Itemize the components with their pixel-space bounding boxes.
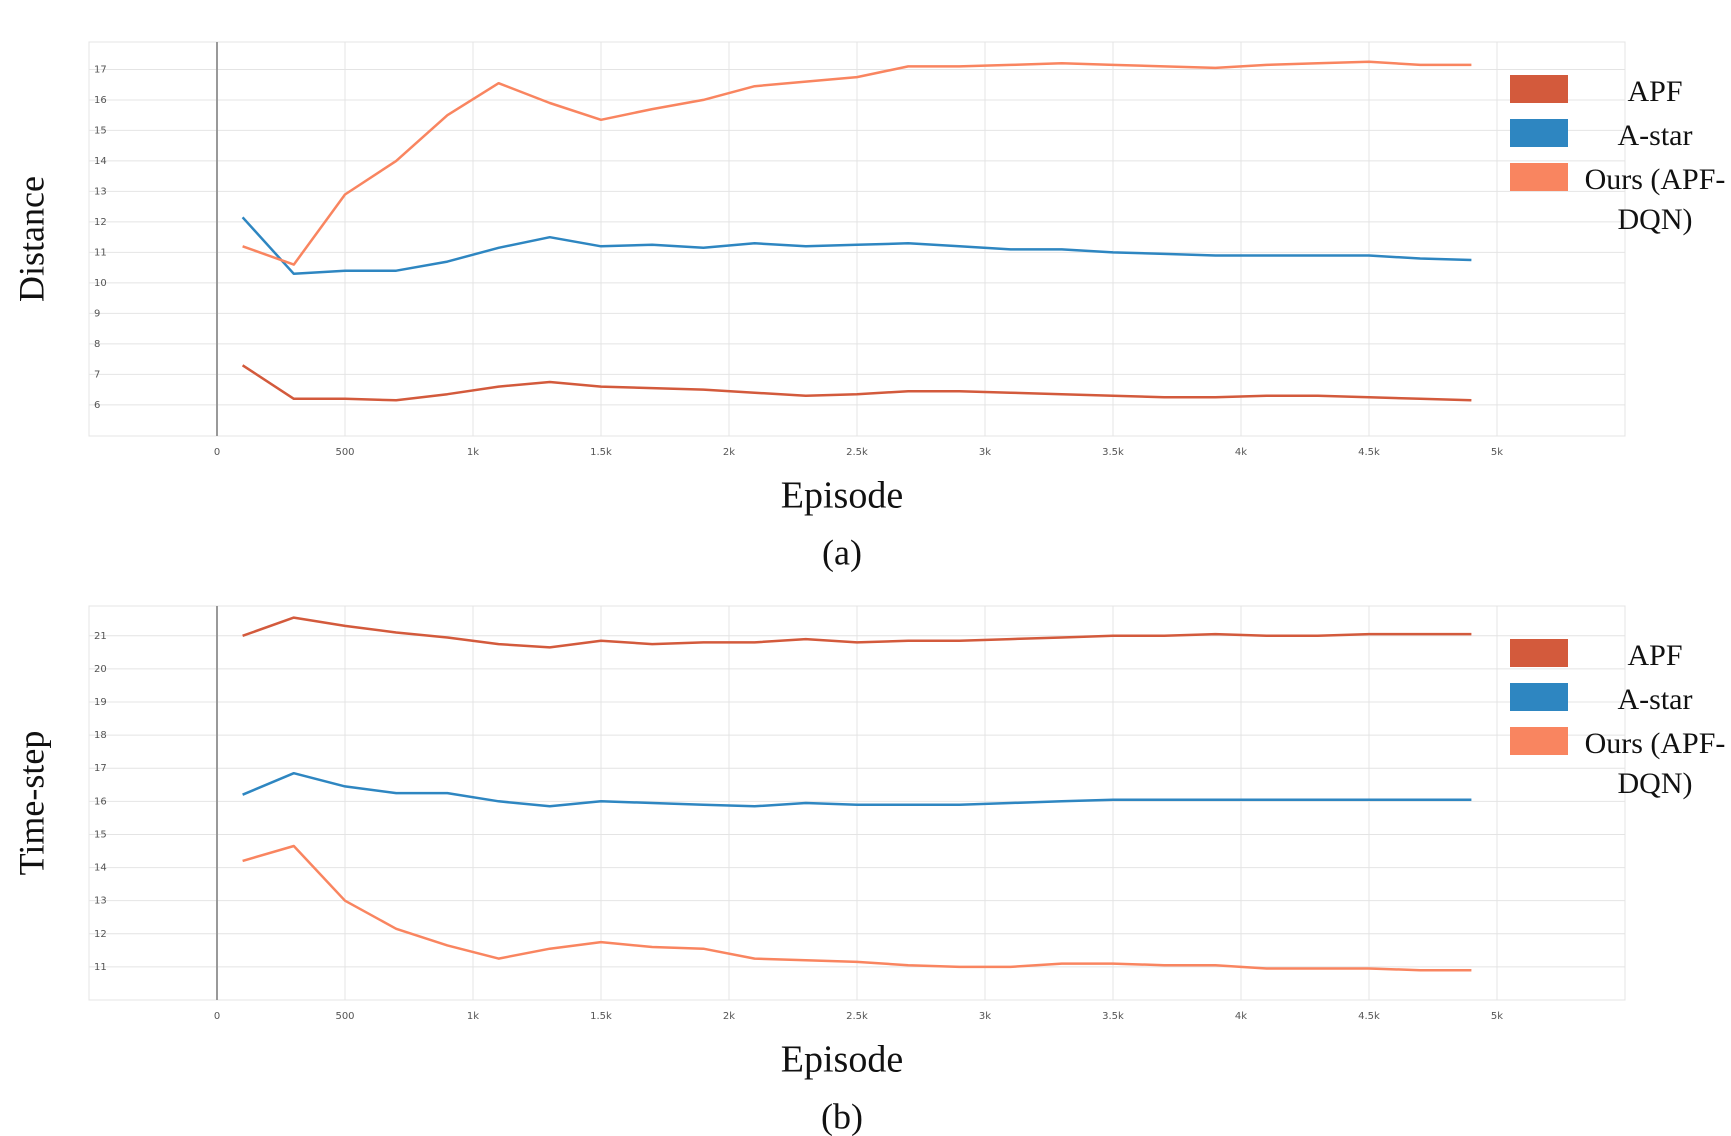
x-tick-label: 2k [723, 447, 735, 458]
legend-label: A-star [1617, 683, 1693, 716]
y-tick-label: 12 [94, 929, 107, 940]
x-tick-label: 4.5k [1358, 1011, 1380, 1022]
series-line [242, 844, 1472, 972]
x-tick-label: 0 [214, 1011, 220, 1022]
y-tick-label: 13 [94, 186, 107, 197]
legend-label: Ours (APF-DQN) [1584, 163, 1726, 236]
y-axis-label: Time-step [11, 731, 51, 876]
legend: APF A-star Ours (APF-DQN) [1510, 636, 1731, 808]
y-tick-label: 8 [94, 339, 100, 350]
y-tick-label: 16 [94, 796, 107, 807]
x-tick-label: 5k [1491, 447, 1503, 458]
y-tick-label: 14 [94, 156, 107, 167]
legend-swatch [1510, 163, 1568, 191]
y-axis-label: Distance [11, 176, 51, 302]
legend-swatch [1510, 119, 1568, 147]
y-tick-label: 19 [94, 697, 107, 708]
y-tick-label: 17 [94, 64, 107, 75]
legend-swatch [1510, 683, 1568, 711]
y-tick-label: 13 [94, 896, 107, 907]
y-tick-label: 10 [94, 278, 107, 289]
x-tick-label: 4k [1235, 447, 1247, 458]
legend-item: Ours (APF-DQN) [1510, 160, 1731, 240]
series-line [241, 216, 1472, 276]
x-tick-label: 1.5k [590, 447, 612, 458]
x-tick-label: 3.5k [1102, 447, 1124, 458]
caption: (a) [822, 532, 862, 572]
y-tick-label: 11 [94, 247, 107, 258]
y-tick-label: 7 [94, 369, 100, 380]
y-tick-label: 20 [94, 664, 107, 675]
legend-label: APF [1627, 639, 1683, 672]
legend-item: APF [1510, 636, 1731, 676]
legend-item: A-star [1510, 680, 1731, 720]
x-tick-label: 1.5k [590, 1011, 612, 1022]
y-tick-label: 15 [94, 829, 107, 840]
legend-swatch [1510, 727, 1568, 755]
x-tick-label: 3.5k [1102, 1011, 1124, 1022]
x-tick-label: 5k [1491, 1011, 1503, 1022]
x-tick-label: 3k [979, 447, 991, 458]
series-line [241, 364, 1472, 402]
x-tick-label: 4.5k [1358, 447, 1380, 458]
x-tick-label: 2.5k [846, 1011, 868, 1022]
y-tick-label: 15 [94, 125, 107, 136]
x-tick-label: 1k [467, 1011, 479, 1022]
y-tick-label: 16 [94, 95, 107, 106]
y-tick-label: 14 [94, 863, 107, 874]
x-tick-label: 2.5k [846, 447, 868, 458]
x-tick-label: 0 [214, 447, 220, 458]
series-line [242, 60, 1472, 266]
legend-label: APF [1627, 75, 1683, 108]
x-axis-label: Episode [781, 475, 903, 517]
x-tick-label: 4k [1235, 1011, 1247, 1022]
y-tick-label: 9 [94, 308, 100, 319]
y-tick-label: 21 [94, 631, 107, 642]
y-tick-label: 6 [94, 400, 100, 411]
legend-swatch [1510, 75, 1568, 103]
y-tick-label: 12 [94, 217, 107, 228]
x-tick-label: 500 [335, 1011, 354, 1022]
series-line [242, 771, 1472, 808]
legend-item: Ours (APF-DQN) [1510, 724, 1731, 804]
x-tick-label: 3k [979, 1011, 991, 1022]
legend-item: APF [1510, 72, 1731, 112]
x-tick-label: 500 [335, 447, 354, 458]
legend-item: A-star [1510, 116, 1731, 156]
caption: (b) [821, 1096, 863, 1136]
y-tick-label: 18 [94, 730, 107, 741]
x-axis-label: Episode [781, 1039, 903, 1081]
series-line [242, 616, 1472, 649]
y-tick-label: 17 [94, 763, 107, 774]
legend-label: Ours (APF-DQN) [1584, 727, 1726, 800]
x-tick-label: 2k [723, 1011, 735, 1022]
legend-label: A-star [1617, 119, 1693, 152]
legend-swatch [1510, 639, 1568, 667]
x-tick-label: 1k [467, 447, 479, 458]
legend: APF A-star Ours (APF-DQN) [1510, 72, 1731, 244]
y-tick-label: 11 [94, 962, 107, 973]
